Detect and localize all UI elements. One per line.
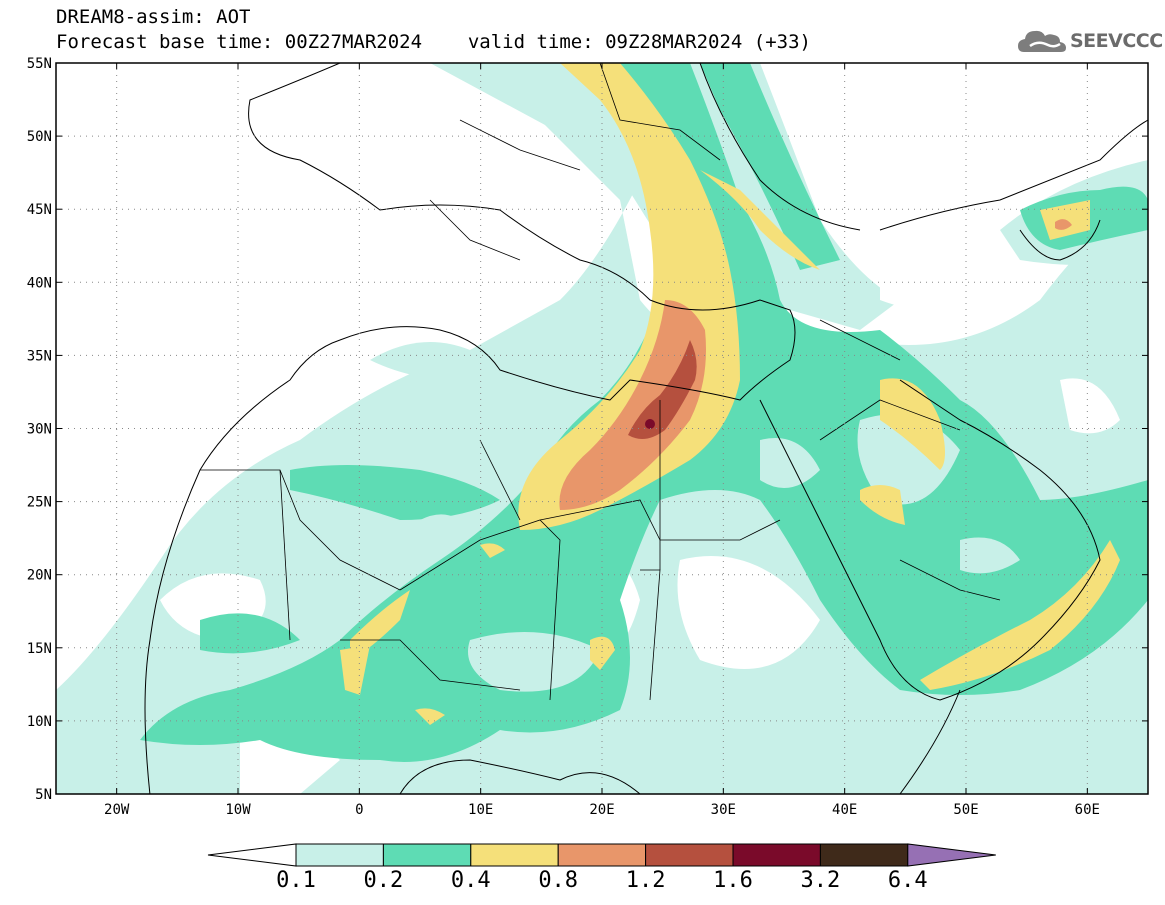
colorbar-bin — [557, 843, 647, 867]
forecast-time-line: Forecast base time: 00Z27MAR2024 valid t… — [56, 32, 811, 52]
valid-time: valid time: 09Z28MAR2024 (+33) — [467, 31, 811, 53]
axis-ticks: 55N 50N 45N 40N 35N 30N 25N 20N 15N 10N 5N 20W 10W 0 1… — [27, 56, 1148, 818]
colorbar-bin — [645, 843, 734, 867]
colorbar-label: 3.2 — [801, 868, 841, 893]
colorbar-over-arrow — [907, 843, 996, 867]
lon-label: 10W — [225, 802, 251, 818]
colorbar-label: 0.4 — [451, 868, 491, 893]
colorbar-bin — [295, 843, 384, 867]
aot-layer-0.8 — [559, 219, 1072, 510]
lon-label: 10E — [468, 802, 493, 818]
colorbar-under-arrow — [207, 843, 297, 867]
lat-label: 10N — [27, 714, 52, 730]
colorbar-bin — [819, 843, 909, 867]
lon-label: 20W — [104, 802, 130, 818]
lon-label: 30E — [711, 802, 736, 818]
lat-label: 5N — [35, 787, 52, 803]
lat-label: 30N — [27, 422, 52, 438]
colorbar-label: 6.4 — [888, 868, 928, 893]
lon-label: 50E — [953, 802, 978, 818]
lon-label: 20E — [589, 802, 614, 818]
lat-label: 50N — [27, 129, 52, 145]
colorbar-label: 1.6 — [713, 868, 753, 893]
base-time: Forecast base time: 00Z27MAR2024 — [56, 31, 423, 53]
lat-label: 40N — [27, 275, 52, 291]
lat-label: 55N — [27, 56, 52, 72]
cloud-icon — [1018, 30, 1066, 52]
aot-layer-1.6 — [645, 419, 655, 429]
colorbar-label: 0.8 — [538, 868, 578, 893]
colorbar-bin — [382, 843, 472, 867]
coastlines — [144, 63, 1148, 794]
colorbar-label: 0.1 — [276, 868, 316, 893]
lat-label: 20N — [27, 568, 52, 584]
lat-label: 15N — [27, 641, 52, 657]
map-title: DREAM8-assim: AOT — [56, 6, 251, 28]
lon-label: 0 — [355, 802, 363, 818]
country-borders — [200, 63, 1001, 701]
colorbar-label: 0.2 — [364, 868, 404, 893]
colorbar-label: 1.2 — [626, 868, 666, 893]
colorbar: 0.1 0.2 0.4 0.8 1.2 1.6 3.2 6.4 — [207, 843, 996, 893]
seevccc-logo: SEEVCCC — [1016, 24, 1163, 58]
map-panel — [56, 63, 1148, 794]
aot-clear-areas — [56, 63, 1148, 794]
graticule — [56, 63, 1148, 794]
lat-label: 25N — [27, 495, 52, 511]
lat-label: 45N — [27, 202, 52, 218]
colorbar-bin — [732, 843, 821, 867]
lon-label: 60E — [1075, 802, 1100, 818]
aot-layer-1.2 — [628, 340, 697, 439]
lon-label: 40E — [832, 802, 857, 818]
logo-text: SEEVCCC — [1070, 30, 1163, 52]
colorbar-bin — [470, 843, 559, 867]
lat-label: 35N — [27, 348, 52, 364]
